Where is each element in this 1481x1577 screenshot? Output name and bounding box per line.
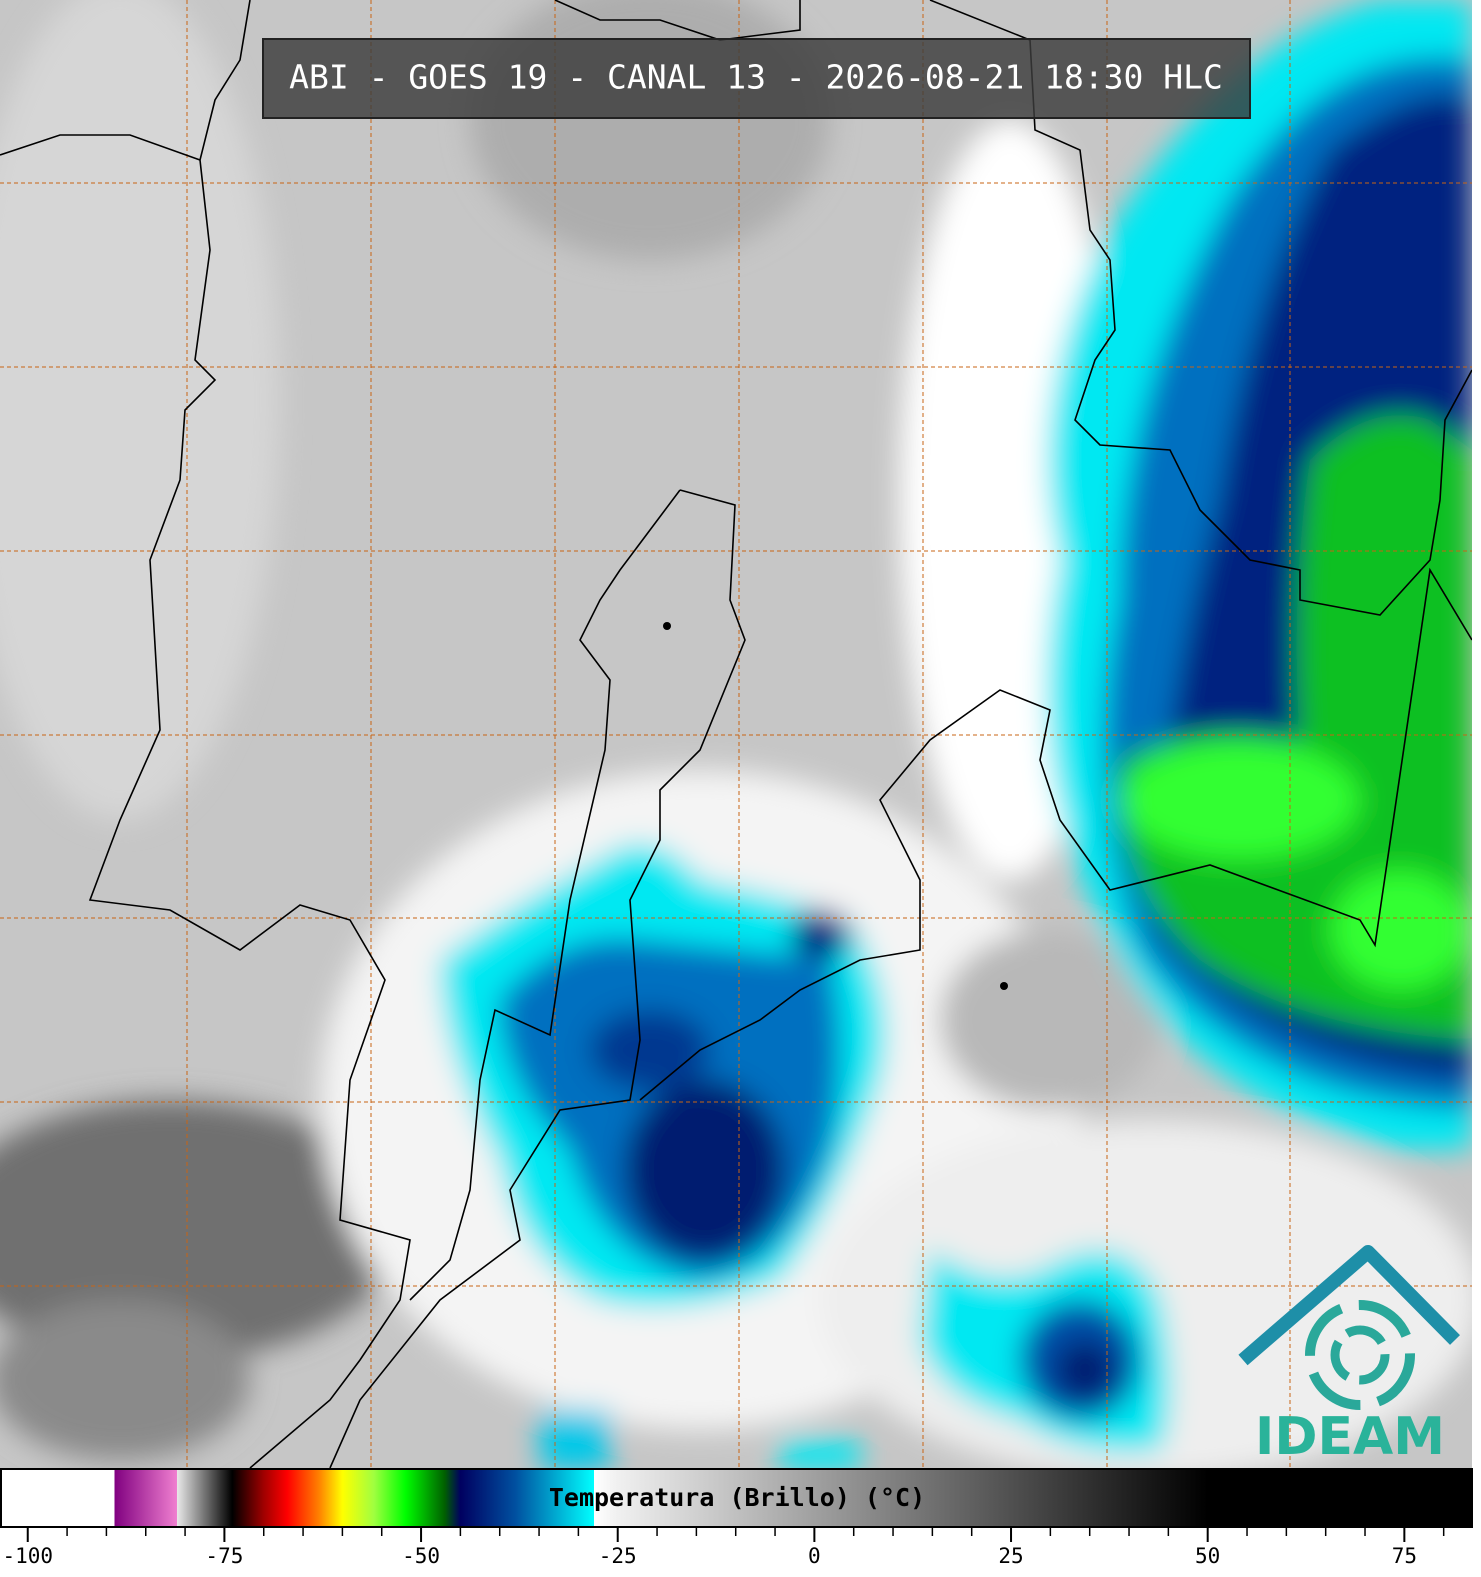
- tick-label: 0: [808, 1544, 821, 1568]
- colorbar-ramp: [0, 1468, 1473, 1528]
- colorbar-label: Temperatura (Brillo) (°C): [549, 1483, 925, 1512]
- tick-label: 75: [1392, 1544, 1417, 1568]
- title-box: [262, 38, 1251, 119]
- tick-label: 25: [998, 1544, 1023, 1568]
- tick-label: -75: [205, 1544, 243, 1568]
- tick-label: 50: [1195, 1544, 1220, 1568]
- tick-label: -25: [599, 1544, 637, 1568]
- title: ABI - GOES 19 - CANAL 13 - 2026-08-21 18…: [289, 58, 1223, 97]
- tick-label: -50: [402, 1544, 440, 1568]
- logo: IDEAM: [1238, 1245, 1460, 1467]
- tick-label: -100: [2, 1544, 53, 1568]
- imagery: ABI - GOES 19 - CANAL 13 - 2026-08-21 18…: [0, 0, 1472, 1468]
- logo-text: IDEAM: [1255, 1407, 1445, 1467]
- colorbar: Temperatura (Brillo) (°C) -100 -75 -50 -25 0…: [0, 1468, 1473, 1568]
